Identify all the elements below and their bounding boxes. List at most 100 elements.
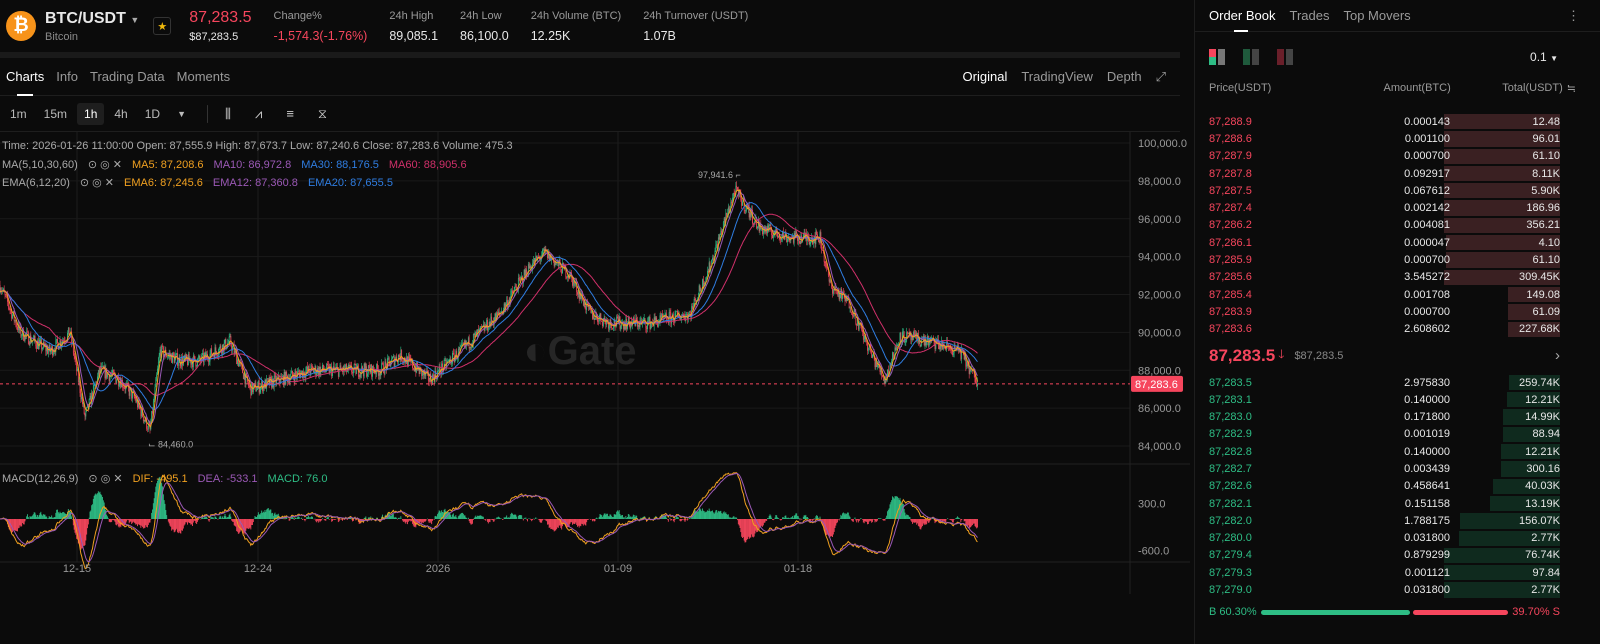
visibility-icon[interactable]: ⊙ ◎ ✕ <box>88 473 123 485</box>
order-row[interactable]: 87,283.0 0.171800 14.99K <box>1195 408 1600 425</box>
candle-body <box>657 322 659 327</box>
candle-body <box>509 297 511 304</box>
candle-body <box>521 276 523 278</box>
view-tradingview[interactable]: TradingView <box>1021 69 1093 84</box>
candle-body <box>656 317 658 322</box>
order-row[interactable]: 87,282.9 0.001019 88.94 <box>1195 426 1600 443</box>
tab-charts[interactable]: Charts <box>6 69 45 96</box>
chart-canvas[interactable]: ◐Gate 100,000.0 98,000.0 96,000.0 94,000.0 92… <box>0 132 1190 594</box>
visibility-icon[interactable]: ⊙ ◎ ✕ <box>87 159 122 171</box>
candle-body <box>835 287 837 291</box>
candle-body <box>916 332 918 341</box>
candle-body <box>172 352 173 363</box>
tab-trades[interactable]: Trades <box>1289 8 1330 23</box>
candle-body <box>802 233 804 240</box>
candle-body <box>178 357 180 363</box>
order-row[interactable]: 87,283.5 2.975830 259.74K <box>1195 374 1600 391</box>
order-row[interactable]: 87,280.0 0.031800 2.77K <box>1195 530 1600 547</box>
candle-body <box>85 410 87 417</box>
candle-body <box>778 235 780 238</box>
mid-price-row[interactable]: 87,283.5 🡓 $87,283.5 › <box>1195 338 1600 374</box>
candle-body <box>689 312 691 314</box>
candle-body <box>144 420 146 422</box>
candle-body <box>377 363 378 370</box>
order-row[interactable]: 87,288.6 0.001100 96.01 <box>1195 130 1600 147</box>
candle-body <box>950 348 952 350</box>
order-row[interactable]: 87,282.7 0.003439 300.16 <box>1195 460 1600 477</box>
candle-body <box>160 349 162 359</box>
candle-body <box>234 350 236 354</box>
fullscreen-icon[interactable]: ⤢ <box>1155 68 1166 84</box>
price-chart[interactable]: ◐Gate 100,000.0 98,000.0 96,000.0 94,000.0 92… <box>0 132 1190 594</box>
timeframe-15m[interactable]: 15m <box>43 106 68 121</box>
candle-body <box>459 346 461 350</box>
candle-body <box>737 190 739 196</box>
order-row[interactable]: 87,279.4 0.879299 76.74K <box>1195 547 1600 564</box>
view-original[interactable]: Original <box>962 69 1008 84</box>
order-row[interactable]: 87,286.2 0.004081 356.21 <box>1195 217 1600 234</box>
order-amount: 0.001121 <box>1404 566 1450 579</box>
candle-body <box>715 244 717 251</box>
tab-info[interactable]: Info <box>56 69 78 84</box>
candle-body <box>720 230 722 235</box>
order-row[interactable]: 87,279.3 0.001121 97.84 <box>1195 564 1600 581</box>
tab-top-movers[interactable]: Top Movers <box>1343 8 1411 23</box>
candle-body <box>396 356 398 362</box>
order-row[interactable]: 87,288.9 0.000143 12.48 <box>1195 113 1600 130</box>
candlestick-icon[interactable]: ⫼ <box>225 105 231 121</box>
candle-body <box>824 261 826 263</box>
order-row[interactable]: 87,287.4 0.002142 186.96 <box>1195 199 1600 216</box>
order-row[interactable]: 87,287.8 0.092917 8.11K <box>1195 165 1600 182</box>
layout-both-icon[interactable] <box>1209 49 1225 65</box>
candle-body <box>77 368 79 382</box>
tab-order-book[interactable]: Order Book <box>1209 8 1276 32</box>
candle-body <box>543 249 545 251</box>
layout-asks-icon[interactable] <box>1277 49 1293 65</box>
candle-body <box>58 347 60 350</box>
order-row[interactable]: 87,283.9 0.000700 61.09 <box>1195 303 1600 320</box>
drawing-tools-icon[interactable]: ≡ <box>286 106 294 121</box>
candle-body <box>758 220 760 232</box>
timeframe-1h[interactable]: 1h <box>77 102 105 125</box>
order-row[interactable]: 87,287.9 0.000700 61.10 <box>1195 148 1600 165</box>
sort-icon[interactable]: ≒ <box>1566 83 1576 95</box>
timeframe-1d[interactable]: 1D <box>144 106 161 121</box>
order-row[interactable]: 87,282.6 0.458641 40.03K <box>1195 478 1600 495</box>
order-row[interactable]: 87,283.6 2.608602 227.68K <box>1195 321 1600 338</box>
candle-body <box>821 245 823 250</box>
order-row[interactable]: 87,286.1 0.000047 4.10 <box>1195 234 1600 251</box>
candle-body <box>954 345 956 350</box>
layout-bids-icon[interactable] <box>1243 49 1259 65</box>
tab-trading-data[interactable]: Trading Data <box>89 69 165 84</box>
indicators-icon[interactable]: ⩘ <box>254 105 263 121</box>
chevron-down-icon[interactable]: ▼ <box>177 108 186 119</box>
macd-tick-label: -600.0 <box>1138 546 1169 558</box>
precision-select[interactable]: 0.1 ▼ <box>1530 50 1558 64</box>
order-row[interactable]: 87,283.1 0.140000 12.21K <box>1195 391 1600 408</box>
view-depth[interactable]: Depth <box>1106 69 1142 84</box>
order-row[interactable]: 87,282.8 0.140000 12.21K <box>1195 443 1600 460</box>
pair-selector[interactable]: BTC/USDT ▼ Bitcoin <box>45 10 139 43</box>
y-tick-label: 100,000.0 <box>1138 138 1187 150</box>
settings-icon[interactable]: ⧖ <box>317 105 328 121</box>
more-options-icon[interactable]: ⋮ <box>1567 7 1580 23</box>
order-row[interactable]: 87,285.9 0.000700 61.10 <box>1195 251 1600 268</box>
order-row[interactable]: 87,282.0 1.788175 156.07K <box>1195 512 1600 529</box>
candle-body <box>730 201 732 210</box>
candle-body <box>374 372 376 373</box>
order-row[interactable]: 87,285.4 0.001708 149.08 <box>1195 286 1600 303</box>
timeframe-1m[interactable]: 1m <box>10 106 27 121</box>
candle-body <box>446 362 448 368</box>
stat-label: 24h Low <box>460 9 502 22</box>
visibility-icon[interactable]: ⊙ ◎ ✕ <box>79 177 115 189</box>
favorite-star-icon[interactable]: ★ <box>153 17 172 35</box>
order-row[interactable]: 87,287.5 0.067612 5.90K <box>1195 182 1600 199</box>
candle-body <box>140 408 142 417</box>
order-row[interactable]: 87,282.1 0.151158 13.19K <box>1195 495 1600 512</box>
order-row[interactable]: 87,285.6 3.545272 309.45K <box>1195 269 1600 286</box>
tab-moments[interactable]: Moments <box>176 69 231 84</box>
candle-body <box>648 317 650 321</box>
order-row[interactable]: 87,279.0 0.031800 2.77K <box>1195 581 1600 598</box>
candle-body <box>872 354 873 358</box>
timeframe-4h[interactable]: 4h <box>114 106 128 121</box>
